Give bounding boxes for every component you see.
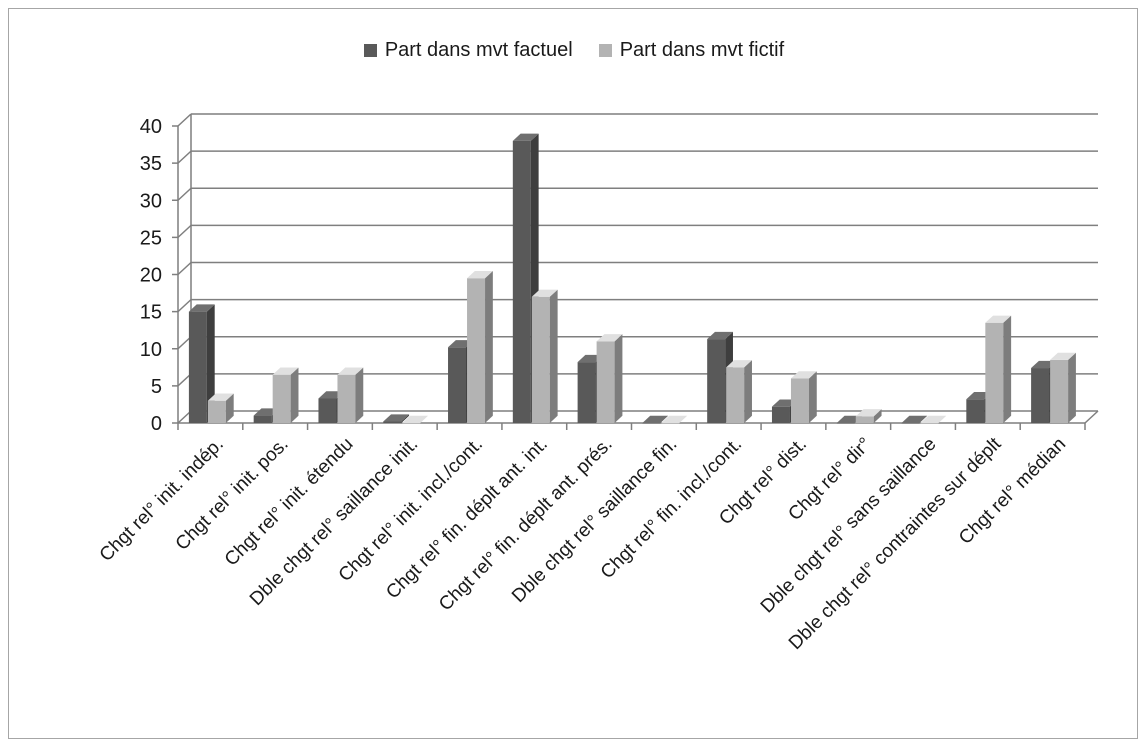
bar-top: [188, 304, 215, 312]
legend-label-factuel: Part dans mvt factuel: [384, 39, 573, 61]
bar-side: [1003, 315, 1012, 423]
gridline-depth: [177, 187, 192, 201]
bar-chart: 0 5 10 15 20 25 30 35 40 Chgt rel° init. indép.Ch…: [96, 113, 1099, 654]
bar-top: [920, 415, 947, 423]
bar-side: [485, 271, 493, 423]
gridline-depth: [177, 336, 192, 350]
bar-top: [855, 409, 882, 417]
bar-top: [642, 415, 669, 423]
y-tick-label: 0: [151, 413, 162, 435]
bar: [596, 341, 615, 423]
y-tick-label: 20: [140, 265, 162, 287]
bar-top: [985, 315, 1012, 323]
bar-side: [808, 371, 817, 423]
bar: [531, 296, 550, 423]
bar-side: [1068, 352, 1076, 423]
x-category-label: Chgt rel° init. étendu: [221, 434, 358, 571]
bar-top: [402, 415, 429, 423]
gridline-depth: [177, 373, 192, 387]
bar: [707, 339, 726, 423]
gridline-depth: [177, 299, 192, 313]
bar-side: [401, 414, 410, 423]
y-tick-label: 10: [140, 339, 162, 361]
bar-top: [207, 393, 234, 401]
bar-top: [1050, 352, 1076, 360]
gridline-depth: [177, 113, 192, 127]
legend-item-factuel: Part dans mvt factuel: [363, 39, 573, 62]
bar: [726, 367, 745, 423]
bar-side: [614, 334, 623, 423]
y-tick-label: 15: [140, 302, 162, 324]
x-category-label: Chgt rel° init. indép.: [96, 434, 228, 566]
gridline-depth: [177, 261, 192, 276]
bar-top: [467, 271, 493, 279]
bar: [1050, 359, 1069, 423]
legend-label-fictif: Part dans mvt fictif: [619, 39, 785, 61]
bar: [577, 362, 596, 423]
gridline-depth: [177, 150, 192, 164]
legend: Part dans mvt factuel Part dans mvt fict…: [9, 39, 1139, 62]
bar-top: [707, 331, 733, 340]
gridline-depth: [177, 410, 192, 424]
bar-top: [531, 289, 558, 297]
bar: [272, 374, 291, 423]
bar-top: [383, 414, 410, 422]
bar: [337, 374, 356, 423]
bar: [512, 140, 531, 423]
legend-item-fictif: Part dans mvt fictif: [598, 39, 785, 62]
bar: [188, 311, 207, 423]
y-tick-label: 35: [140, 153, 162, 175]
bar-side: [744, 360, 752, 423]
bar: [642, 423, 661, 424]
bar: [901, 423, 920, 424]
bar: [920, 423, 939, 424]
legend-swatch-factuel: [363, 44, 377, 57]
bar: [467, 278, 486, 423]
x-category-label: Chgt rel° init. pos.: [172, 434, 293, 555]
bar: [661, 423, 680, 424]
x-axis-depth-line: [1084, 410, 1099, 424]
y-tick-label: 25: [140, 227, 162, 249]
y-tick-label: 30: [140, 190, 162, 212]
bar-top: [661, 415, 688, 423]
bar: [836, 423, 855, 424]
bar: [966, 399, 985, 423]
y-tick-label: 5: [151, 376, 162, 398]
bar-top: [596, 334, 623, 342]
bar-top: [272, 367, 299, 375]
bar: [318, 398, 337, 423]
bar-side: [355, 367, 364, 423]
bar: [448, 347, 467, 423]
bar-top: [901, 415, 928, 423]
bar: [790, 378, 809, 423]
bar: [383, 421, 402, 423]
bar-side: [290, 367, 299, 423]
bar-side: [225, 393, 234, 423]
gridline-depth: [177, 224, 192, 238]
bar-side: [873, 409, 882, 423]
bar-top: [512, 133, 539, 141]
bar: [771, 406, 790, 423]
bar-top: [726, 360, 752, 368]
bar: [985, 322, 1004, 423]
bar-top: [790, 371, 817, 379]
bar: [402, 423, 421, 424]
bar: [207, 400, 226, 423]
bar: [855, 416, 874, 423]
legend-swatch-fictif: [598, 44, 612, 57]
bar-side: [206, 304, 215, 423]
chart-frame: Part dans mvt factuel Part dans mvt fict…: [8, 8, 1138, 739]
bar: [253, 415, 272, 423]
bar: [1031, 368, 1050, 423]
bar-side: [549, 289, 558, 423]
bar-top: [337, 367, 364, 375]
y-tick-label: 40: [140, 116, 162, 138]
